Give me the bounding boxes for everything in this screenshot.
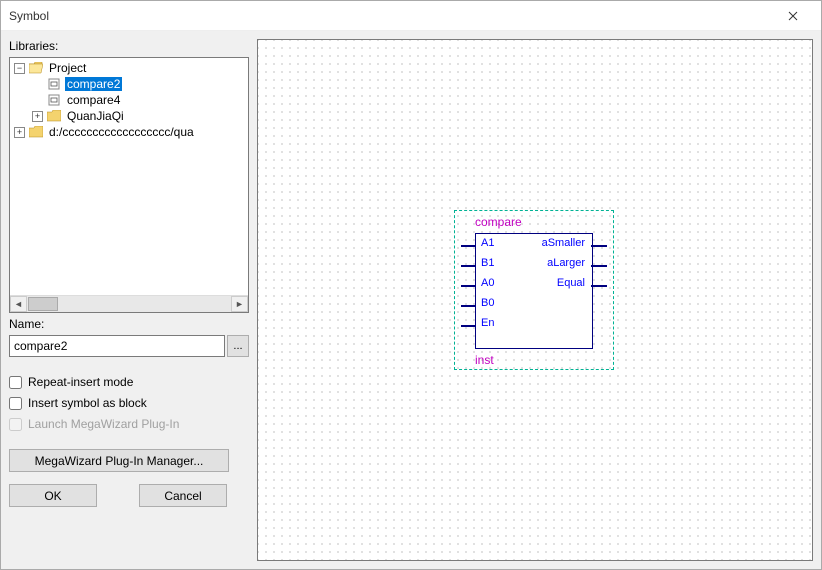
tree-item[interactable]: + d:/cccccccccccccccccc/qua [10,124,248,140]
folder-open-icon [28,61,44,75]
launch-mega-checkbox [9,418,22,431]
tree-expander-icon[interactable]: + [14,127,25,138]
tree-item[interactable]: + QuanJiaQi [10,108,248,124]
close-button[interactable] [773,2,813,30]
tree-item[interactable]: compare4 [10,92,248,108]
symbol-name-label: compare [475,215,522,229]
scroll-track[interactable] [27,296,231,312]
folder-icon [46,109,62,123]
pin-line [461,285,475,287]
tree-hscrollbar[interactable]: ◄ ► [10,295,248,312]
repeat-insert-checkbox[interactable] [9,376,22,389]
pin-line [591,265,607,267]
symbol-preview: compare inst A1 B1 A0 B0 En aSmaller aLarger Eq… [454,210,614,370]
left-panel: Libraries: − Project compare2 compare4 + Quan… [9,39,249,561]
symbol-canvas[interactable]: compare inst A1 B1 A0 B0 En aSmaller aLarger Eq… [257,39,813,561]
symbol-dialog: Symbol Libraries: − Project compare2 compar… [0,0,822,570]
tree-content: − Project compare2 compare4 + QuanJiaQi + d:/cc… [10,58,248,295]
insert-block-check[interactable]: Insert symbol as block [9,394,249,412]
tree-item-label: QuanJiaQi [65,109,126,123]
insert-block-checkbox[interactable] [9,397,22,410]
titlebar: Symbol [1,1,821,31]
tree-item[interactable]: compare2 [10,76,248,92]
pin-line [591,285,607,287]
name-input[interactable] [9,335,225,357]
scroll-right-arrow[interactable]: ► [231,296,248,312]
repeat-insert-label: Repeat-insert mode [28,375,133,389]
pin-line [461,325,475,327]
insert-block-label: Insert symbol as block [28,396,147,410]
repeat-insert-check[interactable]: Repeat-insert mode [9,373,249,391]
pin-label: A0 [481,277,494,289]
close-icon [788,11,798,21]
launch-mega-label: Launch MegaWizard Plug-In [28,417,179,431]
ok-button[interactable]: OK [9,484,97,507]
checks-block: Repeat-insert mode Insert symbol as bloc… [9,373,249,433]
tree-item-label: compare4 [65,93,122,107]
pin-label: aSmaller [542,237,585,249]
pin-label: A1 [481,237,494,249]
tree-expander-icon[interactable]: − [14,63,25,74]
megawizard-button[interactable]: MegaWizard Plug-In Manager... [9,449,229,472]
name-label: Name: [9,317,249,331]
symbol-inst-label: inst [475,353,494,367]
folder-icon [28,125,44,139]
pin-label: Equal [557,277,585,289]
pin-line [591,245,607,247]
doc-icon [46,93,62,107]
tree-item[interactable]: − Project [10,60,248,76]
window-title: Symbol [9,9,49,23]
cancel-button[interactable]: Cancel [139,484,227,507]
pin-line [461,305,475,307]
launch-mega-check: Launch MegaWizard Plug-In [9,415,249,433]
tree-expander-icon[interactable]: + [32,111,43,122]
dialog-buttons: OK Cancel [9,484,249,507]
name-row: ... [9,335,249,357]
browse-button[interactable]: ... [227,335,249,357]
scroll-thumb[interactable] [28,297,58,311]
pin-label: aLarger [547,257,585,269]
content-area: Libraries: − Project compare2 compare4 + Quan… [1,31,821,569]
scroll-left-arrow[interactable]: ◄ [10,296,27,312]
libraries-tree[interactable]: − Project compare2 compare4 + QuanJiaQi + d:/cc… [9,57,249,313]
pin-line [461,245,475,247]
tree-item-label: Project [47,61,88,75]
tree-item-label: d:/cccccccccccccccccc/qua [47,125,196,139]
pin-label: B0 [481,297,494,309]
pin-label: B1 [481,257,494,269]
doc-icon [46,77,62,91]
libraries-label: Libraries: [9,39,249,53]
pin-line [461,265,475,267]
pin-label: En [481,317,494,329]
symbol-body [475,233,593,349]
tree-item-label: compare2 [65,77,122,91]
